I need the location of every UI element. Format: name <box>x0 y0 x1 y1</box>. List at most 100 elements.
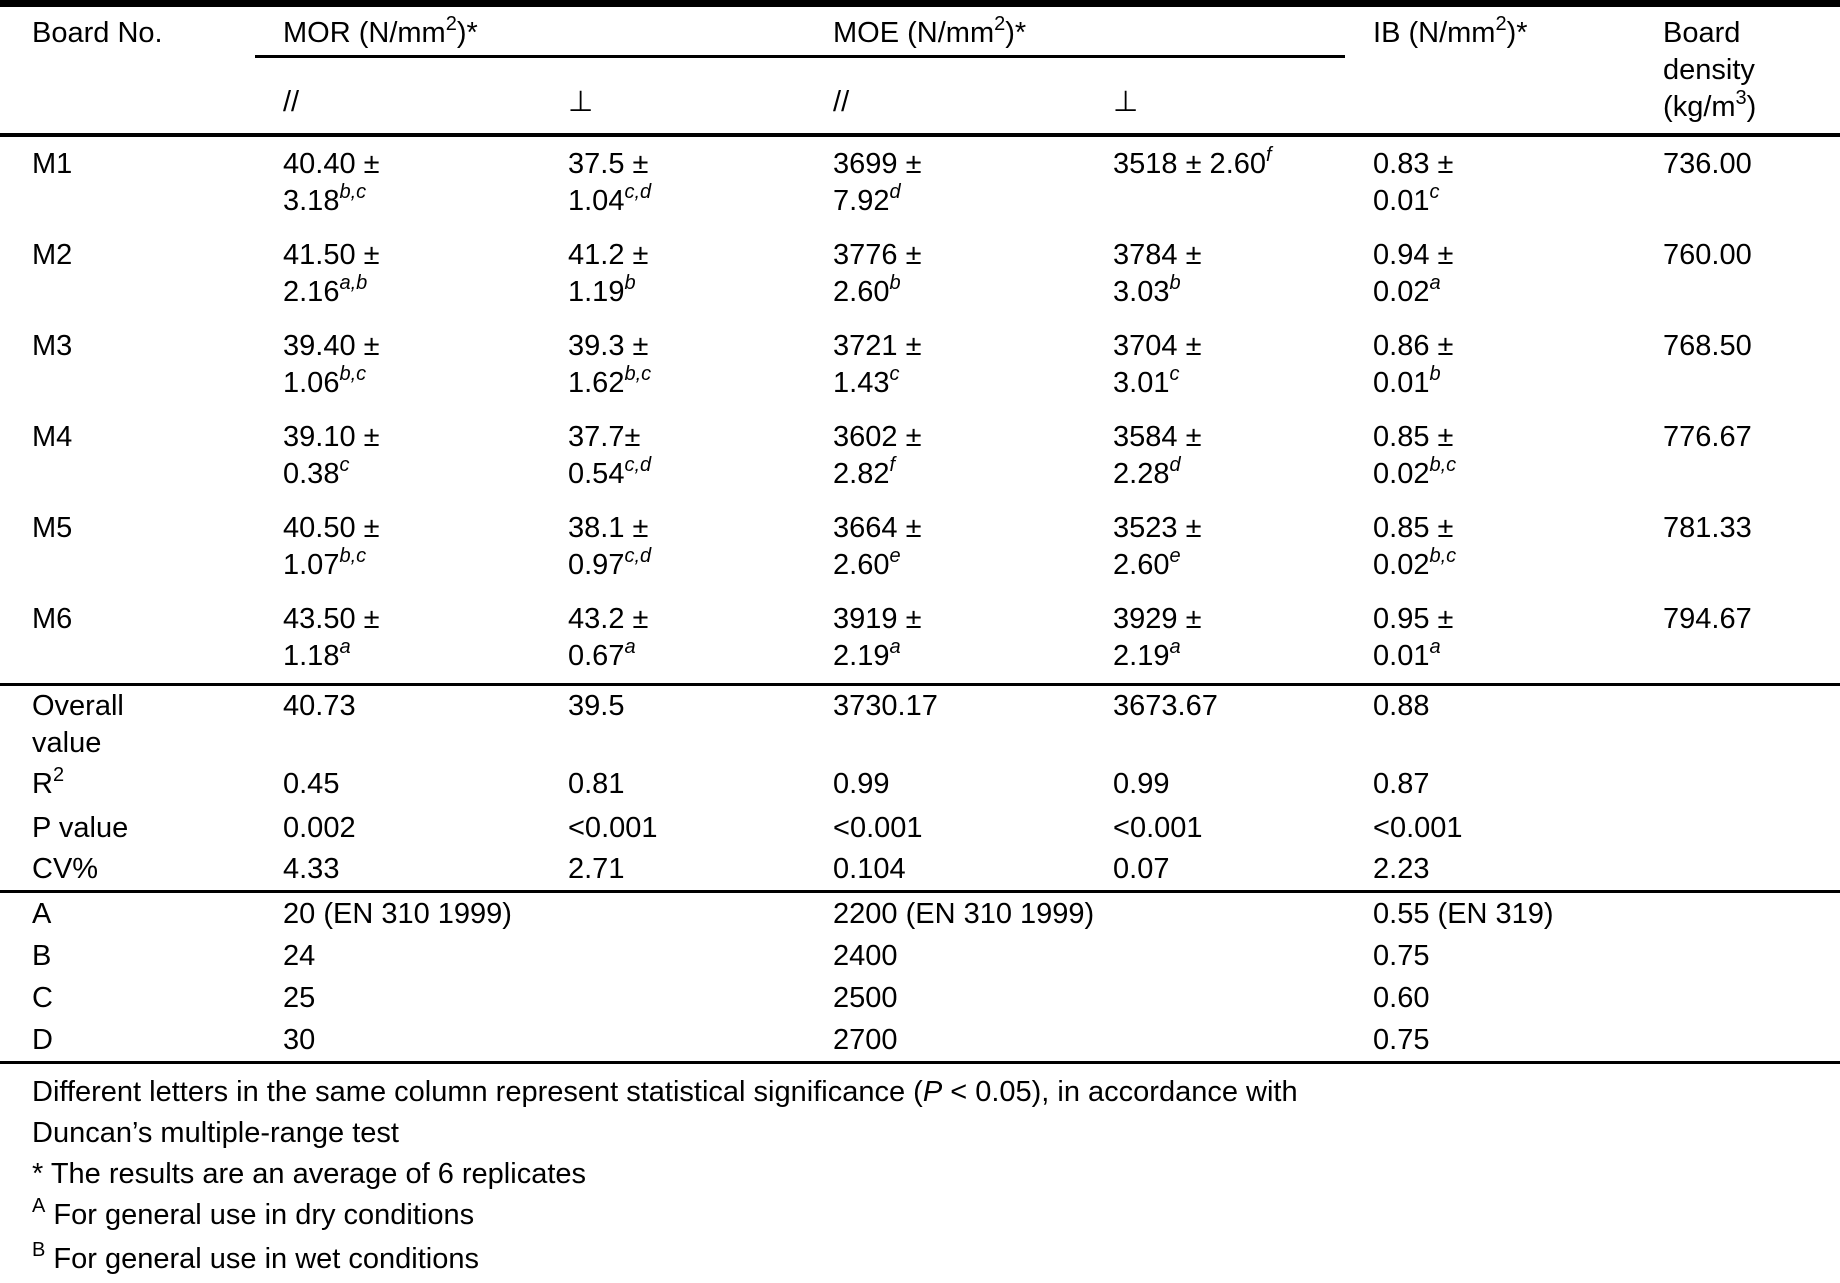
mor-perp: <0.001 <box>540 808 805 849</box>
text-segment: 0.85 ± <box>1373 421 1454 453</box>
text-segment: 0.85 ± <box>1373 512 1454 544</box>
cell-line: 2.82f <box>833 454 1085 496</box>
cell-line: 0.60 <box>1373 980 1635 1017</box>
footnote-line: * The results are an average of 6 replic… <box>32 1154 1840 1195</box>
ib: 2.23 <box>1345 849 1635 892</box>
density: 768.50 <box>1635 319 1840 410</box>
superscript: b,c <box>339 363 367 385</box>
text-segment: 3784 ± <box>1113 239 1202 271</box>
cell-line: 2200 (EN 310 1999) <box>833 896 1345 933</box>
text-segment: M4 <box>32 421 73 453</box>
text-segment: 40.73 <box>283 690 356 722</box>
text-segment: R <box>32 768 53 800</box>
density <box>1635 890 1840 935</box>
mor-perp: 2.71 <box>540 849 805 892</box>
ib: 0.86 ±0.01b <box>1345 319 1635 410</box>
cell-line: 2.23 <box>1373 851 1635 888</box>
text-segment: 2500 <box>833 982 898 1014</box>
text-segment: 0.75 <box>1373 1024 1430 1056</box>
header-label: MOR (N/mm <box>283 17 446 49</box>
header-moe-perp: ⊥ <box>1085 56 1346 137</box>
cell-line: 39.5 <box>568 688 805 725</box>
mor-parallel: 39.40 ±1.06b,c <box>255 319 540 410</box>
mor-perp: 37.7± 0.54c,d <box>540 410 805 501</box>
superscript: b,c <box>624 363 652 385</box>
cell-line: 0.02b,c <box>1373 454 1635 496</box>
table-row: P value 0.002 <0.001 <0.001 <0.001 <0.001 <box>0 808 1840 849</box>
header-board-density: Board density (kg/m3) <box>1635 3 1840 137</box>
superscript: c <box>1429 181 1440 203</box>
cell-line: 0.99 <box>1113 766 1345 803</box>
cell-line: M1 <box>32 146 255 183</box>
text-segment: Duncan’s multiple-range test <box>32 1117 399 1149</box>
footnotes: Different letters in the same column rep… <box>32 1072 1840 1283</box>
mor-standard: 30 <box>255 1019 805 1063</box>
ib: 0.88 <box>1345 683 1636 764</box>
text-segment: 0.94 ± <box>1373 239 1454 271</box>
moe-parallel: 3664 ±2.60e <box>805 501 1085 592</box>
cell-line: 1.19b <box>568 272 805 314</box>
text-segment: 0.83 ± <box>1373 148 1454 180</box>
mor-perp: 39.3 ±1.62b,c <box>540 319 805 410</box>
cell-line: 794.67 <box>1663 601 1840 638</box>
mor-perp: 41.2 ±1.19b <box>540 228 805 319</box>
text-segment: 0.60 <box>1373 982 1430 1014</box>
text-segment: 38.1 ± <box>568 512 649 544</box>
cell-line: 0.02a <box>1373 272 1635 314</box>
text-segment: D <box>32 1024 53 1056</box>
cell-line: 3664 ± <box>833 510 1085 547</box>
header-label: Board <box>1663 17 1741 49</box>
text-segment: 39.40 ± <box>283 330 380 362</box>
cell-line: 0.94 ± <box>1373 237 1635 274</box>
superscript: b,c <box>1429 545 1457 567</box>
text-segment: 1.19 <box>568 276 625 308</box>
header-board-no: Board No. <box>0 3 255 137</box>
moe-perp: 0.07 <box>1085 849 1345 892</box>
text-segment: C <box>32 982 53 1014</box>
cell-line: 3673.67 <box>1113 688 1345 725</box>
text-segment: 768.50 <box>1663 330 1752 362</box>
cell-line: 781.33 <box>1663 510 1840 547</box>
cell-line: 2.71 <box>568 851 805 888</box>
moe-perp: 3518 ± 2.60f <box>1085 135 1345 228</box>
density <box>1635 764 1840 808</box>
text-segment: 0.99 <box>1113 768 1170 800</box>
cell-line: 43.2 ± <box>568 601 805 638</box>
cell-line: 39.10 ± <box>283 419 540 456</box>
superscript: c,d <box>624 454 652 476</box>
cell-line: 3518 ± 2.60f <box>1113 144 1345 186</box>
header-label: )* <box>1005 17 1027 49</box>
text-segment: For general use in dry conditions <box>45 1199 475 1231</box>
text-segment: 0.67 <box>568 640 625 672</box>
density: 736.00 <box>1635 135 1840 228</box>
cell-line: R2 <box>32 764 255 806</box>
cell-line: 3721 ± <box>833 328 1085 365</box>
text-segment: 3523 ± <box>1113 512 1202 544</box>
text-segment: 30 <box>283 1024 316 1056</box>
header-label: Board No. <box>32 17 163 49</box>
text-segment: 3602 ± <box>833 421 922 453</box>
text-segment: P value <box>32 812 129 844</box>
mor-standard: 24 <box>255 935 805 977</box>
superscript: d <box>1169 454 1181 476</box>
cell-line: 0.97c,d <box>568 545 805 587</box>
moe-parallel: 0.104 <box>805 849 1085 892</box>
text-segment: 3699 ± <box>833 148 922 180</box>
text-segment: 43.50 ± <box>283 603 380 635</box>
cell-line: 0.01a <box>1373 636 1635 678</box>
moe-parallel: 3776 ±2.60b <box>805 228 1085 319</box>
cell-line: 37.7± <box>568 419 805 456</box>
superscript: 2 <box>52 764 65 786</box>
ib-standard: 0.75 <box>1345 1019 1635 1063</box>
header-label: MOE (N/mm <box>833 17 995 49</box>
superscript: f <box>1266 144 1272 166</box>
superscript: e <box>1169 545 1181 567</box>
text-segment: 7.92 <box>833 185 890 217</box>
cell-line: M4 <box>32 419 255 456</box>
superscript: a,b <box>339 272 368 294</box>
stat-label: CV% <box>0 849 255 892</box>
moe-perp: 0.99 <box>1085 764 1345 808</box>
standard-label: D <box>0 1019 255 1063</box>
text-segment: value <box>32 727 102 759</box>
header-mor-parallel: // <box>255 56 540 137</box>
